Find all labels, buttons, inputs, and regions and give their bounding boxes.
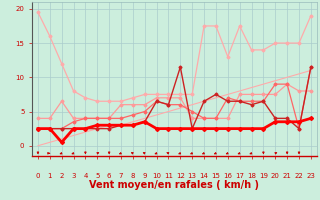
X-axis label: Vent moyen/en rafales ( km/h ): Vent moyen/en rafales ( km/h ) <box>89 180 260 190</box>
